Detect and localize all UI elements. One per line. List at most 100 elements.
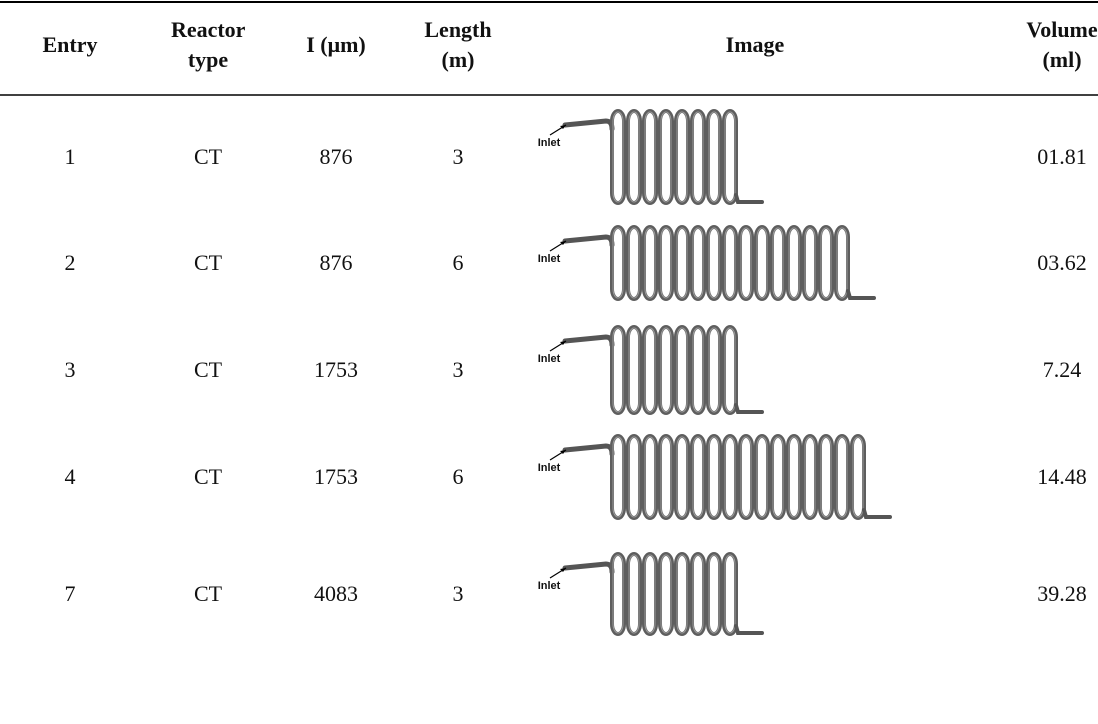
table-cell: CT <box>193 144 223 169</box>
coil-part <box>628 111 640 203</box>
coil-part <box>660 327 672 413</box>
table-cell: 3 <box>452 581 464 606</box>
coil-part <box>690 325 706 415</box>
coil-part <box>658 325 674 415</box>
table-cell: 39.28 <box>1037 581 1087 606</box>
coil-part <box>756 227 768 299</box>
coil-part <box>834 434 850 520</box>
coil-part <box>562 443 615 457</box>
table-cell: 1753 <box>314 464 358 489</box>
coil-part <box>708 554 720 634</box>
coil-part <box>690 434 706 520</box>
coil-part <box>660 436 672 518</box>
column-header: Entry <box>42 32 98 57</box>
table-cell: 876 <box>319 250 353 275</box>
table-cell: 1 <box>64 144 76 169</box>
coil-part <box>708 327 720 413</box>
coil-part <box>562 561 615 575</box>
coil-part <box>724 227 736 299</box>
coil-part <box>644 227 656 299</box>
coil-part <box>692 111 704 203</box>
coil-part <box>836 227 848 299</box>
coil-part <box>660 554 672 634</box>
coil-part <box>560 241 566 245</box>
coil-part <box>642 109 658 205</box>
coil-part <box>738 225 754 301</box>
coil-image <box>549 325 764 415</box>
coil-part <box>708 227 720 299</box>
coil-part <box>804 227 816 299</box>
coil-part <box>722 325 738 415</box>
table-cell: 01.81 <box>1037 144 1087 169</box>
coil-part <box>802 434 818 520</box>
table-cell: 876 <box>319 144 353 169</box>
coil-part <box>772 436 784 518</box>
coil-part <box>724 111 736 203</box>
coil-part <box>674 325 690 415</box>
coil-part <box>820 227 832 299</box>
coil-part <box>692 227 704 299</box>
image-label: Inlet <box>537 462 561 474</box>
coil-part <box>658 552 674 636</box>
column-header: Image <box>725 32 785 57</box>
coil-part <box>658 109 674 205</box>
coil-part <box>674 434 690 520</box>
coil-part <box>724 554 736 634</box>
coil-part <box>804 436 816 518</box>
coil-part <box>734 193 764 204</box>
coil-part <box>628 227 640 299</box>
coil-part <box>722 225 738 301</box>
coil-part <box>772 227 784 299</box>
coil-part <box>754 434 770 520</box>
coil-part <box>706 109 722 205</box>
coil-part <box>644 327 656 413</box>
coil-part <box>734 624 764 635</box>
coil-part <box>706 552 722 636</box>
coil-part <box>706 325 722 415</box>
table-cell: 14.48 <box>1037 464 1087 489</box>
coil-part <box>642 225 658 301</box>
coil-part <box>740 436 752 518</box>
coil-part <box>708 111 720 203</box>
table-cell: 4 <box>64 464 76 489</box>
coil-part <box>818 225 834 301</box>
coil-part <box>674 225 690 301</box>
coil-part <box>740 227 752 299</box>
coil-part <box>676 111 688 203</box>
coil-part <box>754 225 770 301</box>
coil-part <box>836 436 848 518</box>
coil-image <box>549 434 892 520</box>
coil-part <box>626 552 642 636</box>
coil-part <box>708 436 720 518</box>
coil-part <box>676 554 688 634</box>
table-cell: CT <box>193 581 223 606</box>
coil-part <box>724 327 736 413</box>
coil-part <box>610 434 626 520</box>
coil-part <box>674 109 690 205</box>
coil-part <box>692 436 704 518</box>
coil-part <box>610 325 626 415</box>
table-cell: 2 <box>64 250 76 275</box>
coil-part <box>788 227 800 299</box>
coil-part <box>692 554 704 634</box>
coil-part <box>722 109 738 205</box>
coil-part <box>852 436 864 518</box>
coil-part <box>626 325 642 415</box>
table-cell: 7.24 <box>1042 357 1082 382</box>
image-label: Inlet <box>537 580 561 592</box>
coil-part <box>642 325 658 415</box>
image-label: Inlet <box>537 253 561 265</box>
image-label: Inlet <box>537 353 561 365</box>
image-label: Inlet <box>537 137 561 149</box>
coil-image <box>549 552 764 636</box>
coil-part <box>846 289 876 300</box>
coil-part <box>642 434 658 520</box>
coil-part <box>560 341 566 345</box>
coil-part <box>658 225 674 301</box>
table-cell: 3 <box>64 357 76 382</box>
coil-part <box>676 327 688 413</box>
coil-part <box>770 434 786 520</box>
coil-part <box>660 227 672 299</box>
coil-part <box>690 552 706 636</box>
